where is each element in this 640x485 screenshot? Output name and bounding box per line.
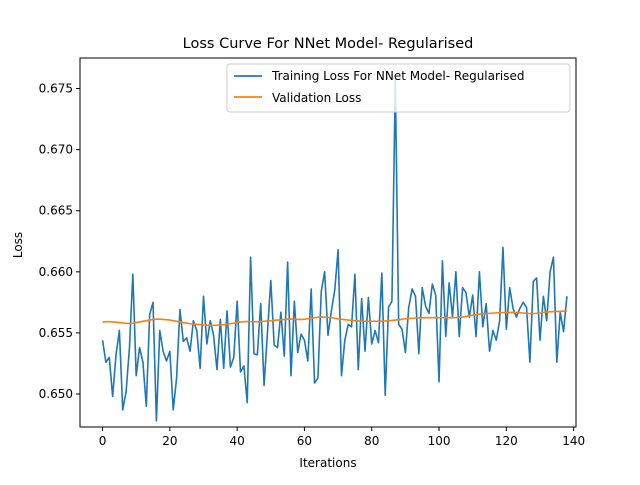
- legend-label-training: Training Loss For NNet Model- Regularise…: [271, 69, 525, 83]
- series-line-validation-loss: [102, 310, 567, 327]
- series-line-training-loss: [101, 79, 568, 422]
- y-tick-label: 0.655: [39, 326, 73, 340]
- y-tick-label: 0.660: [39, 265, 73, 279]
- y-tick-label: 0.675: [39, 82, 73, 96]
- y-tick-label: 0.670: [39, 143, 73, 157]
- y-tick-label: 0.665: [39, 204, 73, 218]
- y-axis: 0.650 0.655 0.660 0.665 0.670 0.675: [39, 82, 80, 401]
- x-tick-label: 40: [230, 434, 245, 448]
- legend: Training Loss For NNet Model- Regularise…: [226, 63, 571, 113]
- x-tick-label: 100: [428, 434, 451, 448]
- axes-frame: [79, 57, 577, 428]
- x-tick-label: 80: [364, 434, 379, 448]
- y-tick-label: 0.650: [39, 387, 73, 401]
- plot-area: [101, 79, 568, 422]
- legend-label-validation: Validation Loss: [272, 91, 361, 105]
- legend-box: [226, 63, 571, 113]
- x-tick-label: 60: [297, 434, 312, 448]
- y-axis-label: Loss: [11, 232, 25, 258]
- x-tick-label: 0: [99, 434, 107, 448]
- x-axis: 0 20 40 60 80 100 120 140: [99, 427, 585, 448]
- x-axis-label: Iterations: [299, 456, 356, 470]
- x-tick-label: 120: [495, 434, 518, 448]
- x-tick-label: 20: [162, 434, 177, 448]
- chart-title: Loss Curve For NNet Model- Regularised: [183, 36, 474, 52]
- x-tick-label: 140: [562, 434, 585, 448]
